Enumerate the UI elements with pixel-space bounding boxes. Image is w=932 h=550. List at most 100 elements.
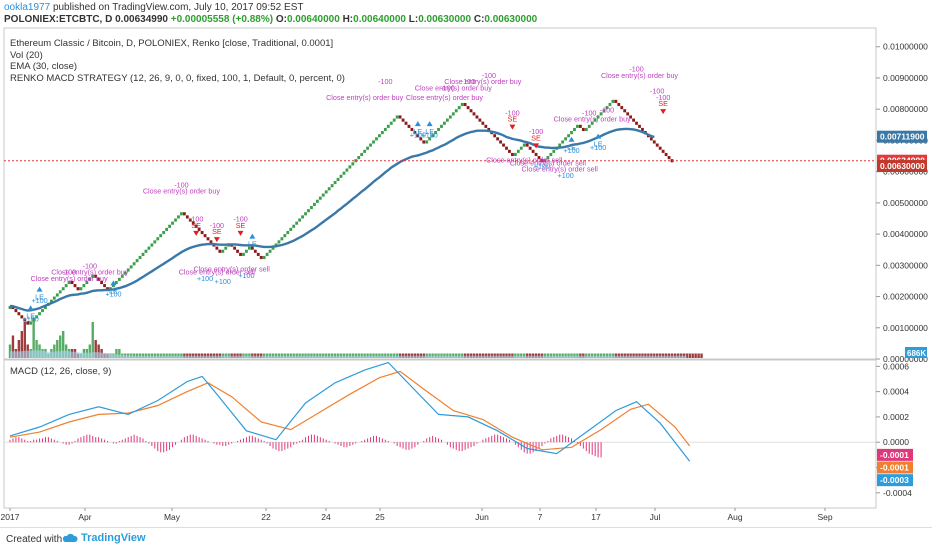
low-value: 0.00630000	[418, 14, 472, 25]
legend-macd[interactable]: MACD (12, 26, close, 9)	[10, 366, 112, 377]
renko-brick-up	[265, 252, 269, 256]
renko-brick-up	[584, 127, 588, 132]
author-link[interactable]: ookla1977	[4, 2, 51, 13]
renko-brick-up	[546, 156, 550, 160]
renko-brick-down	[206, 237, 210, 241]
renko-brick-down	[422, 140, 426, 144]
exit-qty-label: -100	[656, 93, 670, 102]
legend-vol[interactable]: Vol (20)	[10, 49, 43, 61]
close-label: C:	[473, 14, 485, 25]
renko-brick-up	[114, 280, 118, 285]
renko-brick-up	[357, 156, 361, 160]
renko-brick-down	[419, 137, 423, 141]
renko-brick-up	[180, 212, 183, 216]
renko-brick-up	[298, 218, 302, 222]
renko-brick-up	[576, 124, 579, 128]
renko-brick-up	[392, 118, 396, 122]
volume-bar	[115, 349, 118, 358]
open-label: O:	[275, 14, 287, 25]
renko-brick-up	[608, 102, 612, 107]
close-price-tag-text: 0.00630000	[880, 161, 925, 171]
volume-bar	[88, 344, 91, 358]
renko-brick-up	[593, 118, 597, 122]
volume-bar	[61, 331, 65, 358]
short-entry-label: SE	[658, 99, 668, 108]
exit-qty-label: -100	[529, 127, 543, 136]
renko-brick-up	[372, 140, 375, 144]
volume-tag-text: 686K	[907, 349, 926, 358]
renko-brick-down	[410, 127, 414, 132]
renko-brick-up	[82, 284, 86, 288]
volume-tag: 686K	[905, 347, 927, 358]
renko-brick-down	[203, 234, 207, 238]
renko-brick-up	[451, 112, 455, 116]
symbol-name[interactable]: POLONIEX:ETCBTC, D	[4, 14, 113, 25]
legend-main: Ethereum Classic / Bitcoin, D, POLONIEX,…	[10, 38, 345, 84]
legend-strategy[interactable]: RENKO MACD STRATEGY (12, 26, 9, 0, 0, fi…	[10, 72, 345, 84]
renko-brick-up	[519, 146, 523, 150]
entry-qty-label: +100	[238, 271, 254, 280]
time-tick-label: 2017	[1, 512, 20, 522]
renko-brick-up	[144, 249, 148, 253]
renko-brick-up	[561, 140, 565, 144]
sell-arrow-icon	[533, 143, 540, 149]
renko-brick-up	[366, 146, 369, 150]
renko-brick-up	[590, 121, 594, 125]
renko-brick-down	[250, 246, 254, 250]
renko-brick-down	[528, 146, 532, 150]
volume-bar	[23, 322, 26, 358]
renko-brick-up	[549, 152, 553, 157]
renko-brick-down	[401, 118, 405, 122]
renko-brick-up	[171, 221, 174, 225]
renko-brick-up	[67, 280, 71, 285]
short-entry-label: SE	[212, 227, 222, 236]
renko-brick-down	[478, 118, 482, 122]
macd-line	[9, 361, 691, 462]
renko-brick-down	[200, 230, 204, 235]
exit-qty-label: -100	[174, 180, 188, 189]
renko-brick-up	[168, 224, 171, 228]
volume-bar	[691, 353, 694, 358]
renko-brick-up	[221, 249, 225, 253]
renko-brick-up	[315, 199, 319, 203]
close-buy-label: Close entry(s) order buy	[444, 77, 521, 86]
chart-canvas[interactable]: 0.010000000.009000000.008000000.00700000…	[0, 0, 932, 528]
macd-tick-label: -0.0004	[883, 488, 912, 498]
publish-text: published on TradingView.com, July 10, 2…	[52, 2, 304, 13]
renko-brick-down	[209, 240, 213, 244]
renko-brick-down	[218, 249, 222, 253]
renko-brick-up	[611, 99, 615, 103]
renko-brick-up	[360, 152, 364, 157]
renko-brick-down	[534, 152, 538, 157]
price-tick-label: 0.00100000	[883, 323, 928, 333]
renko-brick-up	[602, 109, 606, 113]
renko-brick-up	[596, 115, 600, 119]
renko-brick-down	[641, 127, 644, 132]
close-sell-label: Close entry(s) order sell	[194, 265, 271, 274]
exit-qty-label: -100	[582, 108, 596, 117]
renko-brick-up	[29, 321, 33, 325]
renko-brick-up	[268, 249, 272, 253]
renko-brick-up	[61, 287, 65, 291]
legend-ema[interactable]: EMA (30, close)	[10, 61, 78, 72]
renko-brick-up	[380, 131, 384, 135]
exit-qty-label: -100	[505, 108, 519, 117]
macd-tick-label: 0.0000	[883, 437, 909, 447]
renko-brick-up	[274, 243, 278, 247]
renko-brick-up	[386, 124, 390, 128]
renko-brick-up	[345, 168, 349, 172]
legend-title[interactable]: Ethereum Classic / Bitcoin, D, POLONIEX,…	[10, 38, 334, 49]
close-sell-label: Close entry(s) order sell	[510, 158, 587, 167]
renko-brick-down	[635, 121, 638, 125]
volume-bar	[700, 353, 703, 358]
renko-brick-down	[499, 140, 502, 144]
renko-brick-down	[667, 156, 671, 160]
renko-brick-down	[484, 124, 488, 128]
renko-brick-down	[629, 115, 633, 119]
renko-brick-down	[17, 312, 21, 316]
tradingview-logo[interactable]: TradingView	[62, 532, 146, 544]
renko-brick-up	[147, 246, 151, 250]
legend-macd-block: MACD (12, 26, close, 9)	[10, 366, 111, 378]
renko-brick-up	[165, 227, 169, 231]
renko-brick-down	[537, 156, 541, 160]
